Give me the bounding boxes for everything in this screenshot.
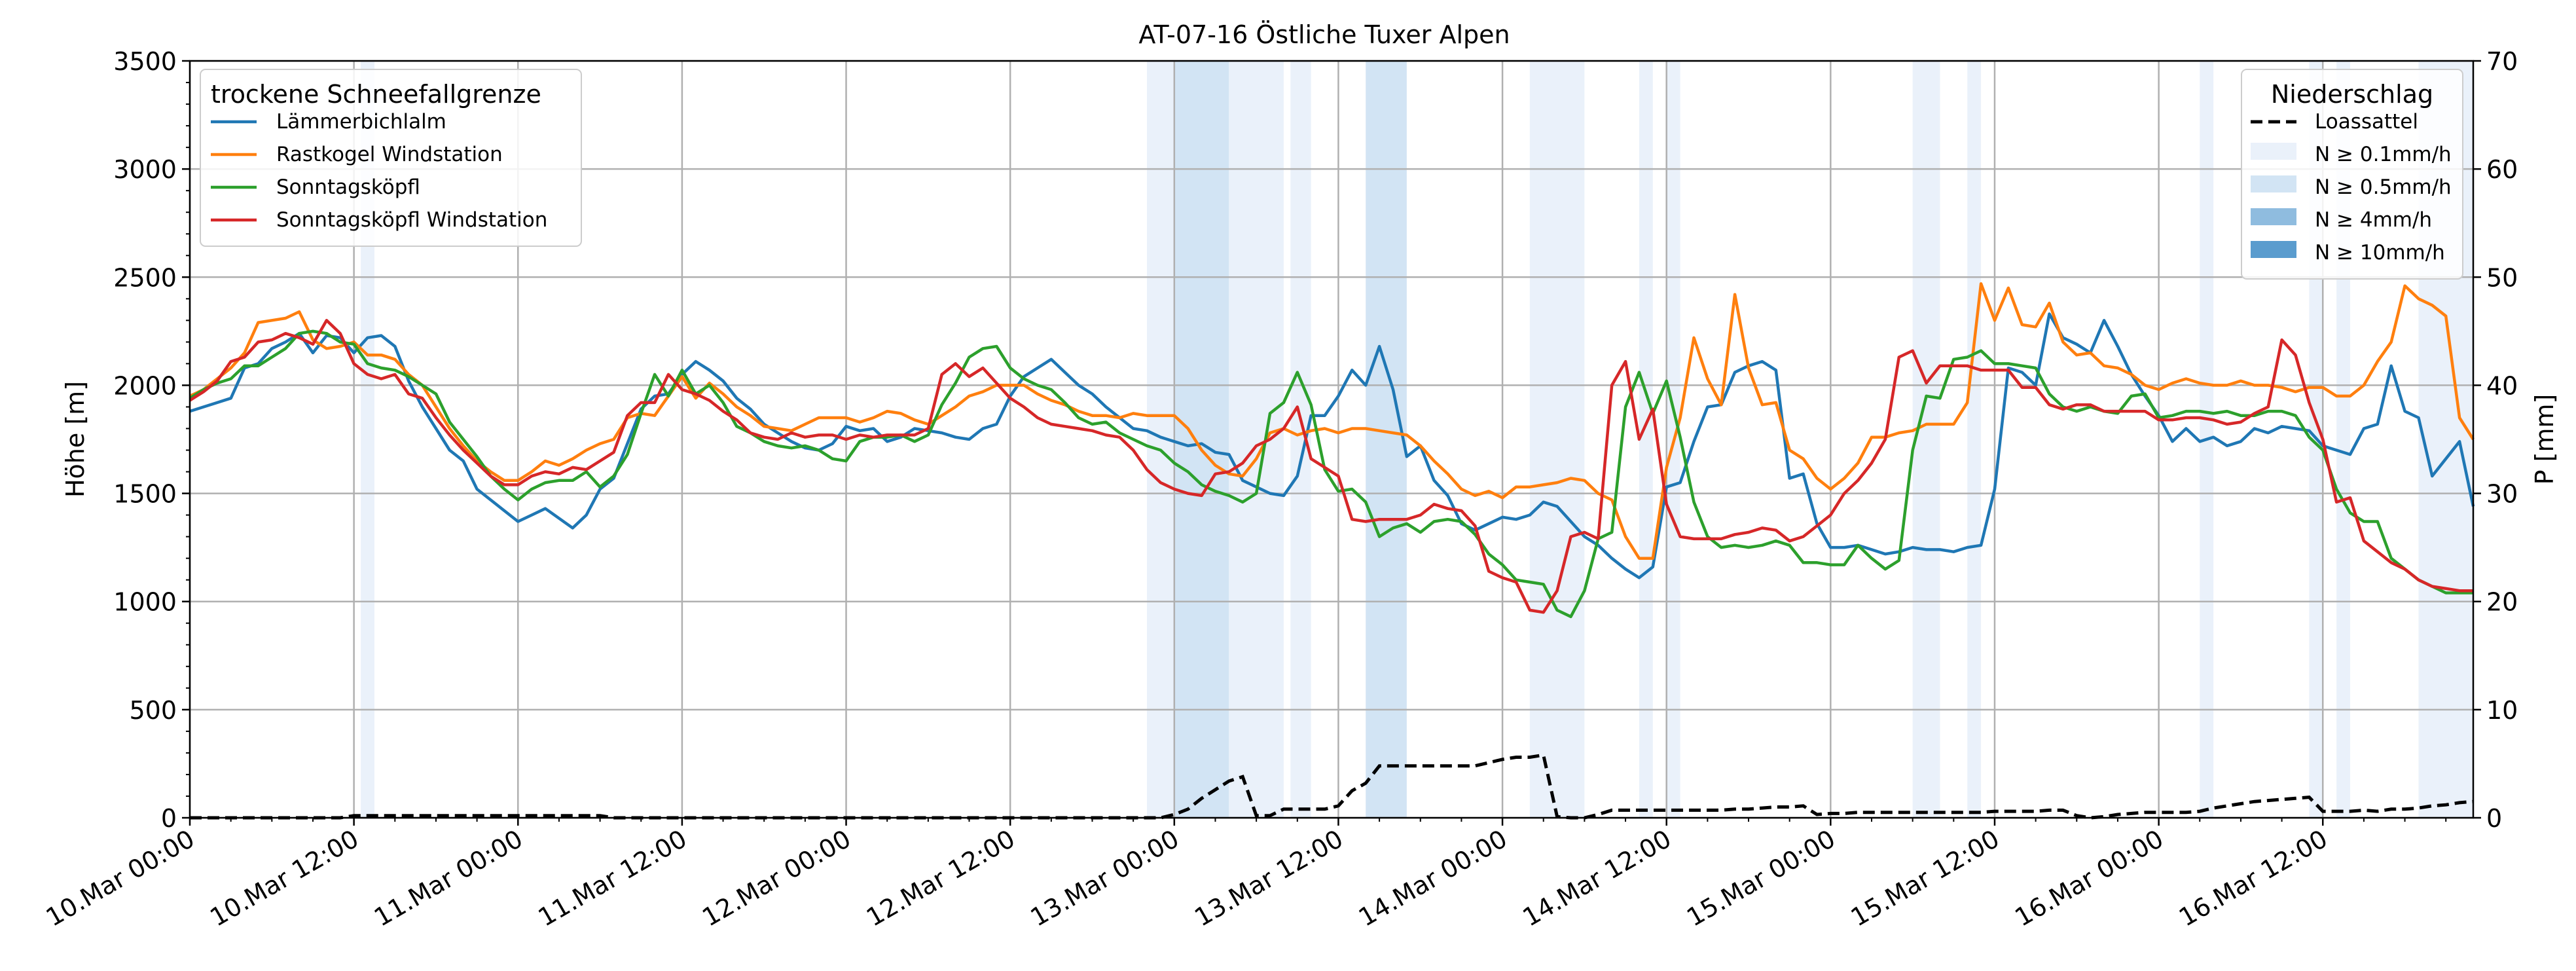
y-tick-label-left: 2500 (113, 263, 177, 292)
y-tick-label-right: 20 (2486, 588, 2518, 617)
legend-entry-label: N ≥ 0.5mm/h (2315, 175, 2452, 199)
chart-title: AT-07-16 Östliche Tuxer Alpen (1138, 20, 1510, 49)
precipitation-band (1967, 61, 1982, 818)
series-line (189, 329, 2473, 619)
precipitation-line (190, 753, 2474, 820)
legend-band-swatch (2251, 208, 2296, 225)
y-tick-label-left: 2000 (113, 371, 177, 400)
precipitation-band (1639, 61, 1653, 818)
legend-precipitation: Niederschlag Loassattel N ≥ 0.1mm/h N ≥ 0.… (2241, 69, 2463, 280)
precipitation-band (1912, 61, 1940, 818)
legend-entry-label: Loassattel (2315, 110, 2418, 134)
y-tick-label-right: 30 (2486, 480, 2518, 509)
y-tick-label-right: 0 (2486, 804, 2502, 833)
legend-entry-label: Sonntagsköpfl Windstation (276, 208, 547, 232)
y-axis-right-label: P [mm] (2530, 394, 2559, 485)
precipitation-bands (361, 61, 2473, 818)
precipitation-band (1174, 61, 1229, 818)
precipitation-band (1529, 61, 1585, 818)
legend-title: trockene Schneefallgrenze (211, 80, 541, 109)
legend-band-swatch (2251, 175, 2296, 192)
plot-frame (189, 60, 2475, 819)
y-tick-label-left: 3000 (113, 155, 177, 184)
legend-entry-label: Lämmerbichlalm (276, 110, 446, 134)
legend-box (2241, 69, 2463, 280)
y-tick-label-right: 50 (2486, 263, 2518, 292)
y-tick-label-left: 1000 (113, 588, 177, 617)
y-tick-label-left: 1500 (113, 480, 177, 509)
y-tick-label-left: 500 (129, 696, 177, 725)
legend-snowfall: trockene Schneefallgrenze Lämmerbichlalm… (200, 69, 582, 247)
legend-entry-label: N ≥ 4mm/h (2315, 208, 2432, 232)
y-tick-label-right: 70 (2486, 47, 2518, 76)
precipitation-line-path (190, 753, 2474, 820)
legend-box (200, 69, 582, 247)
series-line (189, 282, 2475, 560)
legend-entry-label: Sonntagsköpfl (276, 175, 420, 199)
legend-band-swatch (2251, 241, 2296, 258)
y-tick-label-left: 0 (161, 804, 177, 833)
series-lines (189, 282, 2475, 619)
legend-entry-label: N ≥ 0.1mm/h (2315, 143, 2452, 166)
series-line (189, 312, 2475, 579)
precipitation-band (1229, 61, 1284, 818)
precipitation-band (361, 61, 374, 818)
precipitation-band (1290, 61, 1311, 818)
legend-title: Niederschlag (2271, 80, 2433, 109)
y-tick-label-right: 40 (2486, 371, 2518, 400)
legend-entry-label: N ≥ 10mm/h (2315, 241, 2445, 265)
legend-entry-label: Rastkogel Windstation (276, 143, 503, 166)
y-tick-label-left: 3500 (113, 47, 177, 76)
series-line (189, 319, 2473, 614)
legend-band-swatch (2251, 143, 2296, 160)
y-tick-label-right: 10 (2486, 696, 2518, 725)
y-tick-label-right: 60 (2486, 155, 2518, 184)
precipitation-band (1366, 61, 1407, 818)
y-axis-left-label: Höhe [m] (61, 381, 90, 498)
